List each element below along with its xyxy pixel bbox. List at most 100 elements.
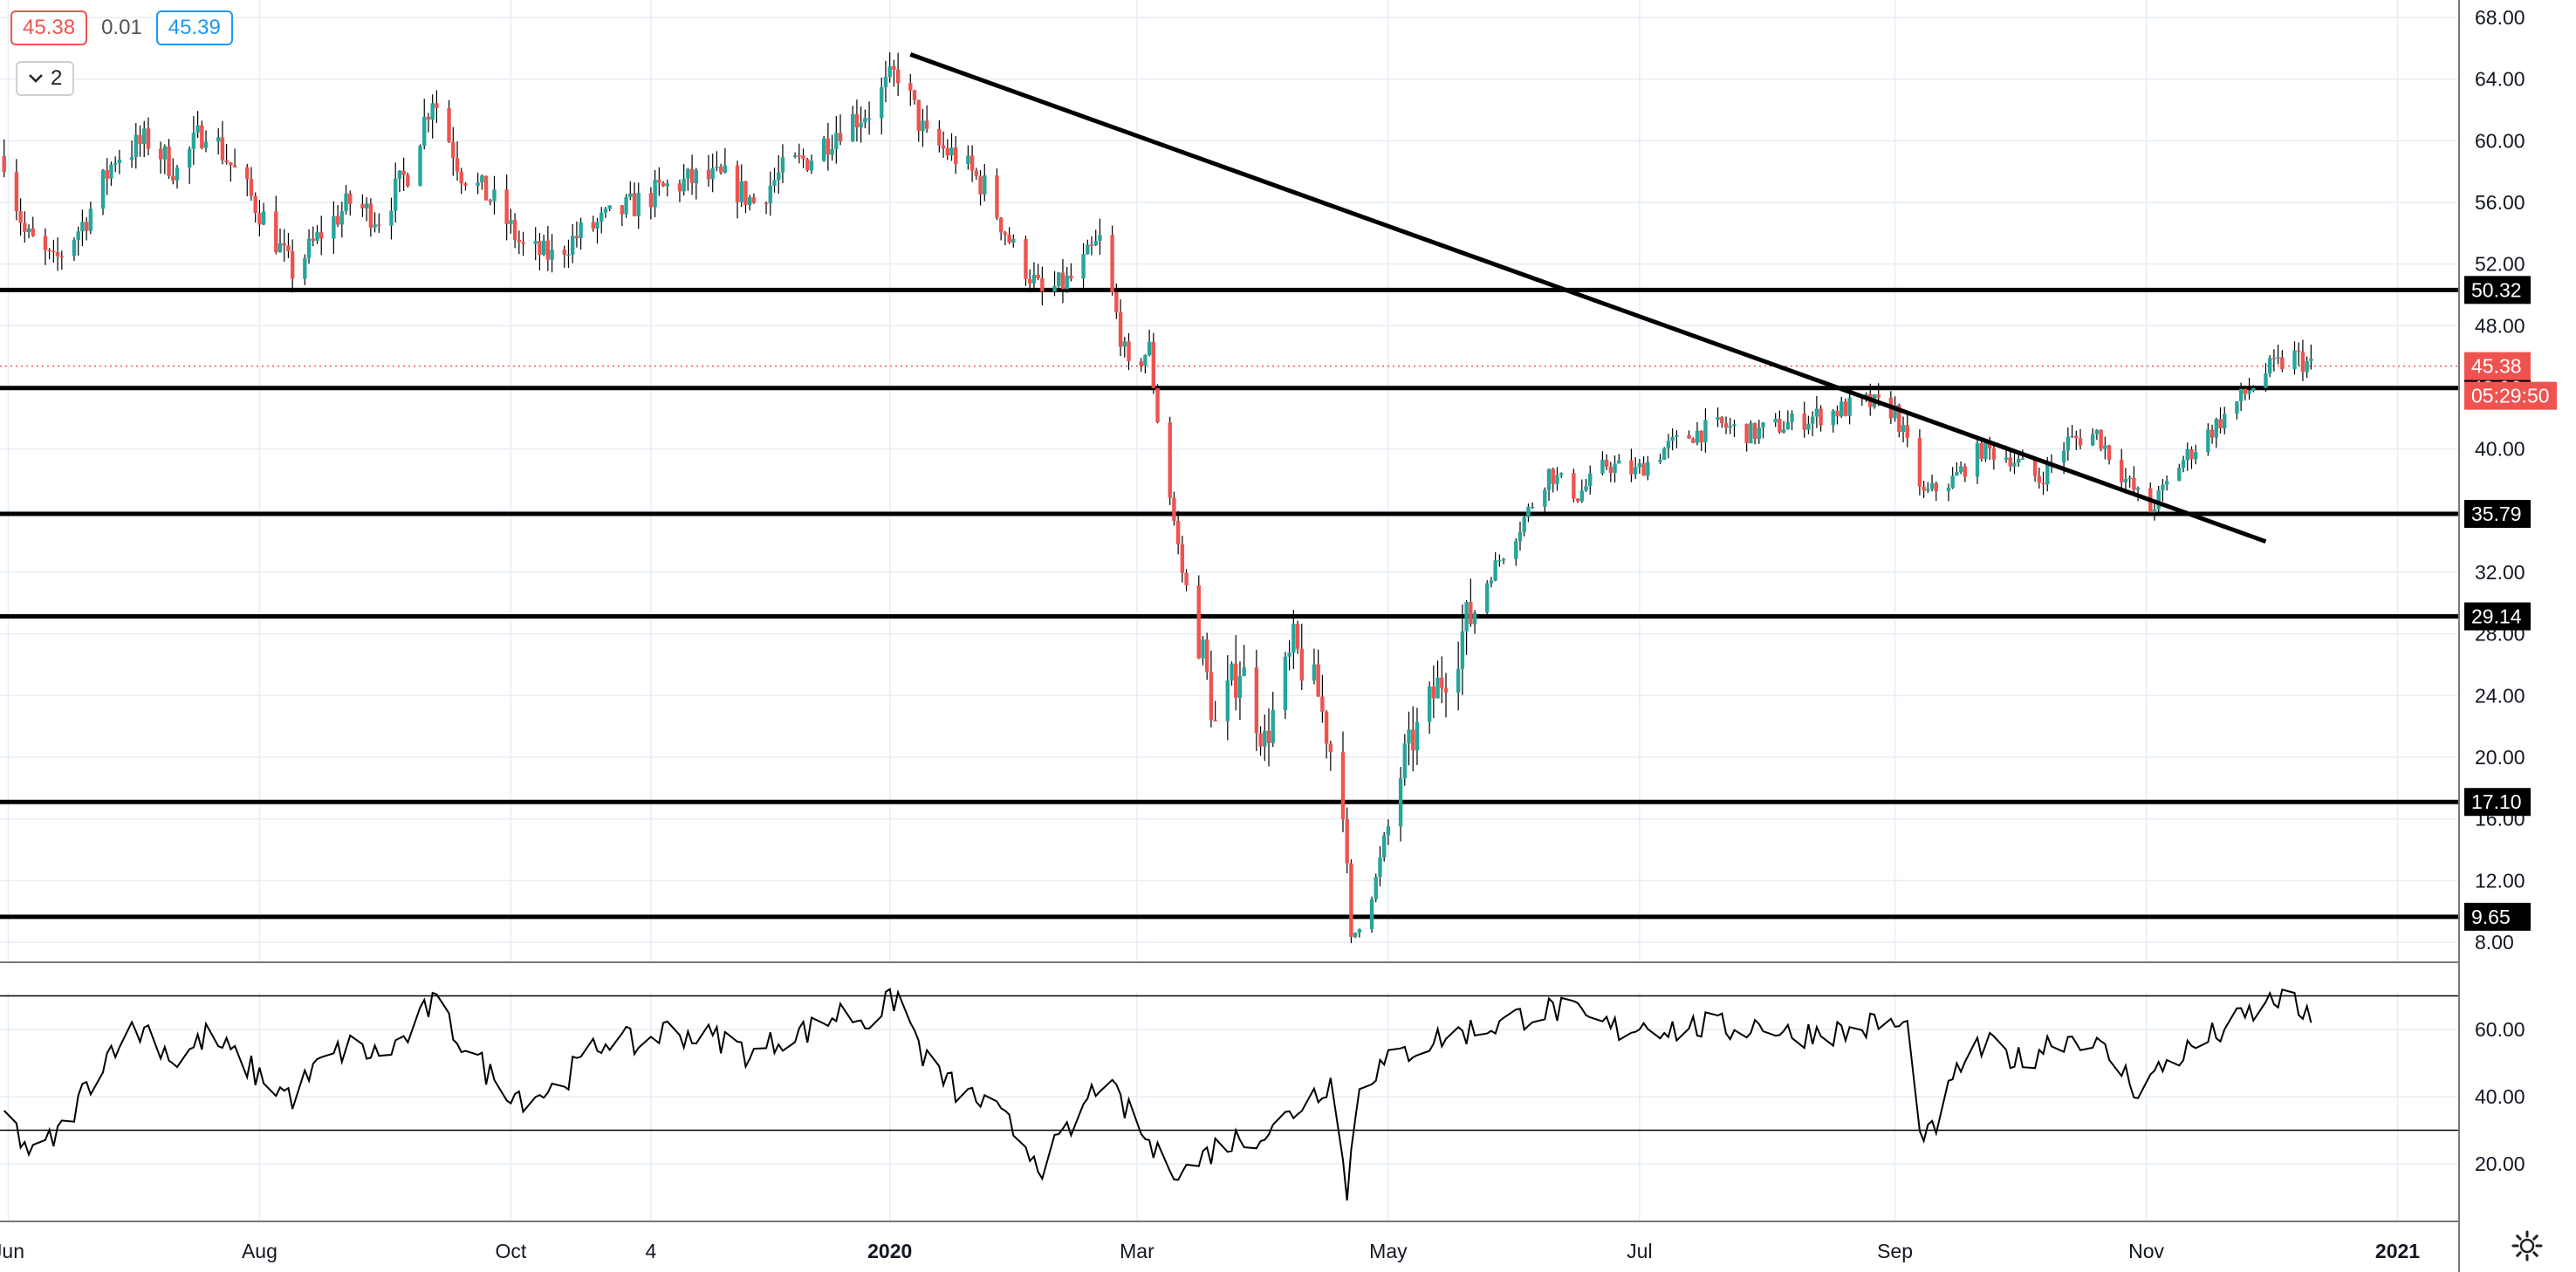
candle-body	[1917, 437, 1922, 487]
candle-body	[290, 251, 295, 279]
candle-body	[1629, 460, 1634, 475]
candle-body	[1357, 928, 1362, 933]
candle-body	[937, 128, 942, 146]
horizontal-levels[interactable]	[0, 287, 2459, 920]
candle-body	[1922, 486, 1926, 491]
candle-body	[2309, 358, 2313, 361]
candle-body	[1225, 680, 1230, 721]
level-label: 9.65	[2471, 906, 2511, 928]
time-tick-label: Jul	[1627, 1240, 1652, 1262]
candle-body	[171, 175, 175, 181]
price-tick-label: 60.00	[2475, 129, 2525, 152]
oscillator-axis[interactable]: 60.00 40.00 20.00	[2475, 1018, 2525, 1175]
level-label: 50.32	[2471, 278, 2522, 301]
candle-body	[1204, 639, 1209, 673]
candle-body	[1299, 648, 1304, 681]
candle-body	[657, 179, 661, 183]
candle-body	[1497, 560, 1502, 562]
candle-body	[966, 155, 970, 164]
candle-body	[360, 203, 365, 209]
candle-body	[1526, 506, 1531, 517]
candle-body	[1604, 459, 1609, 468]
candle-body	[2032, 458, 2038, 476]
candle-body	[1934, 482, 1938, 492]
candle-body	[257, 213, 262, 225]
candle-body	[2123, 478, 2128, 482]
candle-body	[2045, 462, 2050, 485]
candle-body	[1114, 291, 1119, 313]
level-label: 35.79	[2471, 503, 2522, 525]
candle-body	[1485, 583, 1490, 613]
candle-body	[245, 167, 250, 180]
candle-body	[2103, 445, 2107, 449]
candle-body	[1139, 361, 1143, 366]
candle-body	[1584, 486, 1588, 491]
candle-body	[220, 137, 225, 161]
candle-body	[1489, 580, 1494, 584]
candle-body	[603, 209, 608, 213]
candle-body	[476, 182, 480, 186]
candle-body	[26, 228, 31, 232]
gear-icon[interactable]	[2510, 1228, 2545, 1263]
candle-body	[1402, 743, 1407, 779]
candle-body	[504, 189, 509, 224]
candle-body	[1575, 498, 1580, 502]
candle-body	[175, 167, 180, 181]
candle-body	[1472, 612, 1477, 625]
candle-body	[1028, 278, 1032, 284]
candle-body	[1658, 459, 1662, 462]
time-tick-label: 4	[645, 1240, 656, 1262]
candle-body	[591, 222, 595, 229]
trendline[interactable]	[909, 52, 2267, 544]
candle-body	[1901, 425, 1906, 433]
candle-body	[764, 202, 769, 205]
candle-body	[2209, 429, 2215, 438]
candle-body	[1579, 490, 1584, 502]
candle-body	[1295, 624, 1300, 649]
candle-body	[1641, 462, 1646, 476]
candle-body	[364, 203, 369, 209]
candle-body	[1905, 425, 1909, 438]
candle-body	[1670, 436, 1675, 441]
candle-body	[2078, 438, 2083, 446]
candle-body	[1991, 448, 1997, 460]
candle-body	[2135, 488, 2141, 490]
candle-body	[636, 193, 641, 216]
candle-body	[47, 250, 51, 252]
candle-body	[393, 178, 398, 211]
candle-body	[1864, 393, 1868, 397]
candle-body	[1242, 667, 1246, 676]
candle-body	[1493, 560, 1497, 581]
candle-body	[686, 168, 690, 179]
candle-body	[892, 65, 896, 70]
candle-body	[1369, 899, 1374, 929]
indicator-collapse-button[interactable]: 2	[16, 61, 75, 96]
candle-body	[1757, 427, 1761, 439]
candle-body	[854, 113, 860, 128]
candle-body	[916, 99, 921, 132]
candle-body	[1036, 274, 1040, 278]
candle-body	[368, 203, 373, 228]
candle-body	[1263, 730, 1267, 747]
candle-body	[2074, 435, 2079, 439]
candle-body	[1381, 835, 1387, 858]
candle-body	[1172, 497, 1176, 522]
time-tick-label: Mar	[1120, 1240, 1154, 1262]
candlestick-series	[2, 52, 2313, 944]
indicator-count: 2	[51, 66, 63, 90]
candle-body	[974, 170, 979, 176]
candle-body	[2235, 400, 2239, 414]
candle-body	[706, 169, 711, 180]
price-pane[interactable]	[0, 52, 2459, 944]
candle-body	[838, 133, 843, 142]
legend-high-value: 45.39	[155, 10, 233, 45]
candle-body	[76, 231, 80, 241]
candle-body	[851, 113, 855, 142]
candle-body	[463, 183, 468, 186]
oscillator-pane[interactable]	[0, 988, 2459, 1201]
time-axis[interactable]: Jun Aug Oct 4 2020 Mar May Jul Sep Nov 2021	[0, 1240, 2420, 1262]
candle-body	[2280, 357, 2285, 370]
candle-body	[1431, 686, 1436, 699]
candle-body	[1155, 387, 1160, 423]
